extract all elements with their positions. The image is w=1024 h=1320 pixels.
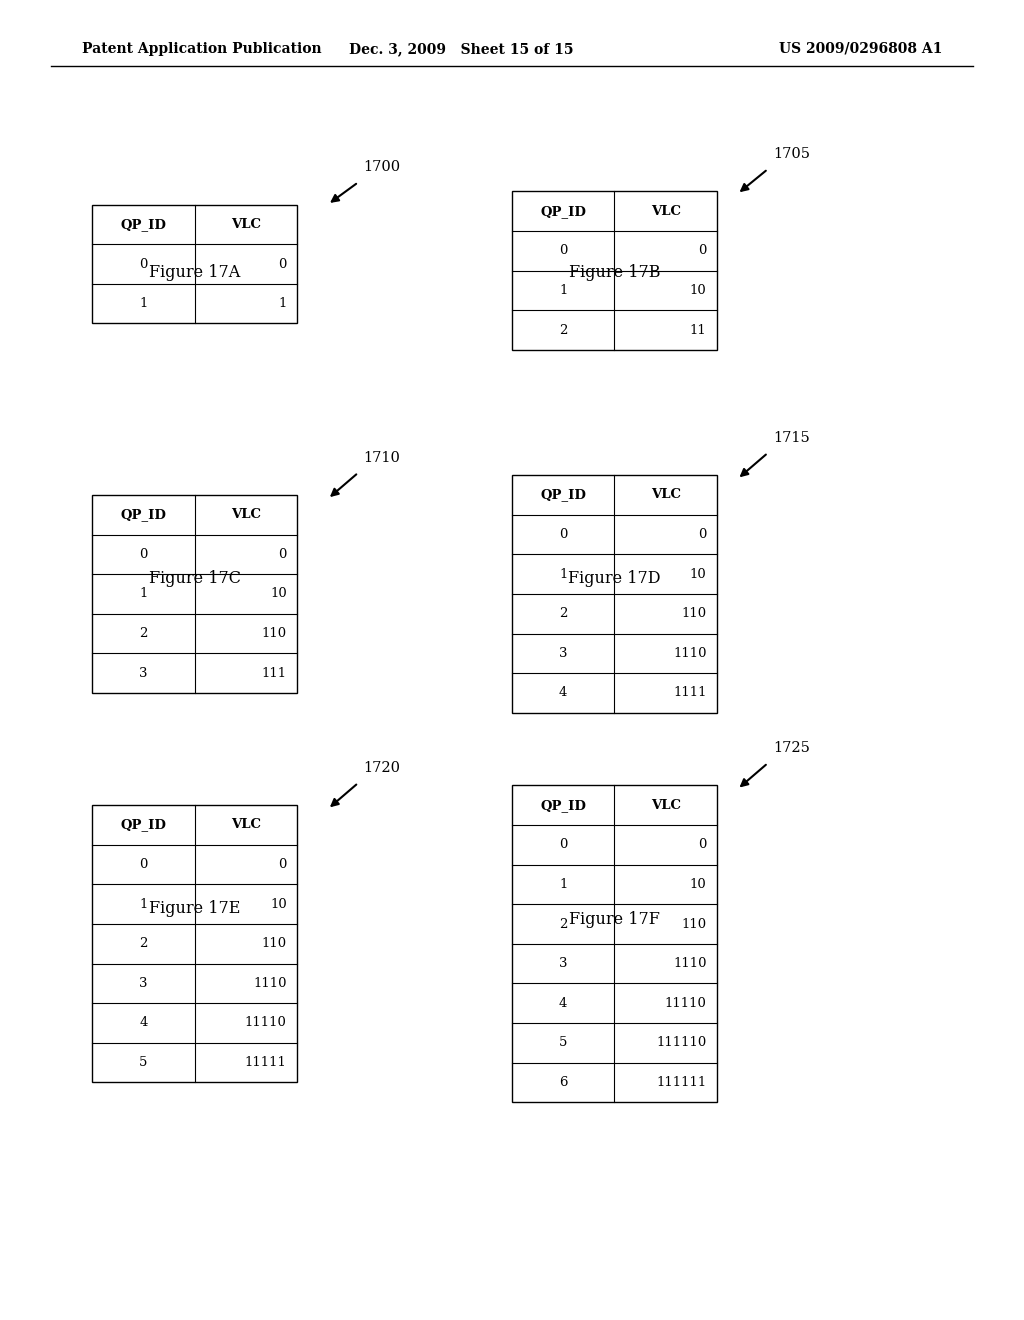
Text: 3: 3 bbox=[139, 977, 147, 990]
Text: 1715: 1715 bbox=[773, 430, 810, 445]
Text: QP_ID: QP_ID bbox=[121, 218, 166, 231]
Text: 111110: 111110 bbox=[656, 1036, 707, 1049]
Text: 1: 1 bbox=[559, 878, 567, 891]
Text: 0: 0 bbox=[698, 838, 707, 851]
Bar bbox=[512, 191, 717, 350]
Text: 1705: 1705 bbox=[773, 147, 810, 161]
Bar bbox=[92, 205, 297, 323]
Text: 0: 0 bbox=[279, 548, 287, 561]
Text: US 2009/0296808 A1: US 2009/0296808 A1 bbox=[778, 42, 942, 55]
Text: 11111: 11111 bbox=[245, 1056, 287, 1069]
Text: 1720: 1720 bbox=[364, 760, 400, 775]
Text: 1: 1 bbox=[279, 297, 287, 310]
Text: Figure 17F: Figure 17F bbox=[569, 911, 659, 928]
Text: 11110: 11110 bbox=[665, 997, 707, 1010]
Text: Patent Application Publication: Patent Application Publication bbox=[82, 42, 322, 55]
Text: 1110: 1110 bbox=[673, 647, 707, 660]
Text: 0: 0 bbox=[279, 858, 287, 871]
Text: Figure 17B: Figure 17B bbox=[568, 264, 660, 281]
Text: VLC: VLC bbox=[230, 218, 261, 231]
Text: 1: 1 bbox=[559, 284, 567, 297]
Text: 0: 0 bbox=[559, 528, 567, 541]
Text: 1710: 1710 bbox=[364, 450, 400, 465]
Text: 3: 3 bbox=[559, 647, 567, 660]
Text: 2: 2 bbox=[559, 917, 567, 931]
Text: 0: 0 bbox=[559, 244, 567, 257]
Bar bbox=[512, 785, 717, 1102]
Text: 0: 0 bbox=[139, 858, 147, 871]
Text: 4: 4 bbox=[559, 686, 567, 700]
Text: 1700: 1700 bbox=[364, 160, 400, 174]
Text: VLC: VLC bbox=[230, 818, 261, 832]
Text: VLC: VLC bbox=[650, 799, 681, 812]
Text: 1110: 1110 bbox=[673, 957, 707, 970]
Text: 11: 11 bbox=[690, 323, 707, 337]
Text: 3: 3 bbox=[139, 667, 147, 680]
Text: 110: 110 bbox=[681, 607, 707, 620]
Text: QP_ID: QP_ID bbox=[121, 508, 166, 521]
Text: VLC: VLC bbox=[230, 508, 261, 521]
Text: 1: 1 bbox=[139, 898, 147, 911]
Bar bbox=[512, 475, 717, 713]
Text: 10: 10 bbox=[690, 284, 707, 297]
Text: VLC: VLC bbox=[650, 205, 681, 218]
Text: QP_ID: QP_ID bbox=[541, 799, 586, 812]
Text: 5: 5 bbox=[559, 1036, 567, 1049]
Text: Figure 17D: Figure 17D bbox=[568, 570, 660, 587]
Text: 2: 2 bbox=[139, 937, 147, 950]
Text: Figure 17E: Figure 17E bbox=[148, 900, 241, 917]
Text: 1110: 1110 bbox=[253, 977, 287, 990]
Text: 0: 0 bbox=[279, 257, 287, 271]
Text: 10: 10 bbox=[690, 568, 707, 581]
Text: 6: 6 bbox=[559, 1076, 567, 1089]
Text: 10: 10 bbox=[270, 587, 287, 601]
Text: 0: 0 bbox=[139, 548, 147, 561]
Text: 0: 0 bbox=[139, 257, 147, 271]
Text: QP_ID: QP_ID bbox=[121, 818, 166, 832]
Text: 1111: 1111 bbox=[673, 686, 707, 700]
Text: 0: 0 bbox=[698, 528, 707, 541]
Bar bbox=[92, 805, 297, 1082]
Text: 1: 1 bbox=[559, 568, 567, 581]
Text: 110: 110 bbox=[681, 917, 707, 931]
Text: QP_ID: QP_ID bbox=[541, 205, 586, 218]
Text: 2: 2 bbox=[559, 607, 567, 620]
Text: Figure 17C: Figure 17C bbox=[148, 570, 241, 587]
Text: 0: 0 bbox=[559, 838, 567, 851]
Text: 11110: 11110 bbox=[245, 1016, 287, 1030]
Text: 1: 1 bbox=[139, 587, 147, 601]
Text: VLC: VLC bbox=[650, 488, 681, 502]
Text: Dec. 3, 2009   Sheet 15 of 15: Dec. 3, 2009 Sheet 15 of 15 bbox=[348, 42, 573, 55]
Text: 10: 10 bbox=[690, 878, 707, 891]
Text: 4: 4 bbox=[559, 997, 567, 1010]
Text: QP_ID: QP_ID bbox=[541, 488, 586, 502]
Text: 111: 111 bbox=[261, 667, 287, 680]
Text: 1: 1 bbox=[139, 297, 147, 310]
Text: 110: 110 bbox=[261, 627, 287, 640]
Text: 5: 5 bbox=[139, 1056, 147, 1069]
Text: 2: 2 bbox=[559, 323, 567, 337]
Text: 111111: 111111 bbox=[656, 1076, 707, 1089]
Text: 3: 3 bbox=[559, 957, 567, 970]
Text: 110: 110 bbox=[261, 937, 287, 950]
Text: 1725: 1725 bbox=[773, 741, 810, 755]
Text: 2: 2 bbox=[139, 627, 147, 640]
Text: 4: 4 bbox=[139, 1016, 147, 1030]
Text: 10: 10 bbox=[270, 898, 287, 911]
Text: 0: 0 bbox=[698, 244, 707, 257]
Bar bbox=[92, 495, 297, 693]
Text: Figure 17A: Figure 17A bbox=[148, 264, 241, 281]
